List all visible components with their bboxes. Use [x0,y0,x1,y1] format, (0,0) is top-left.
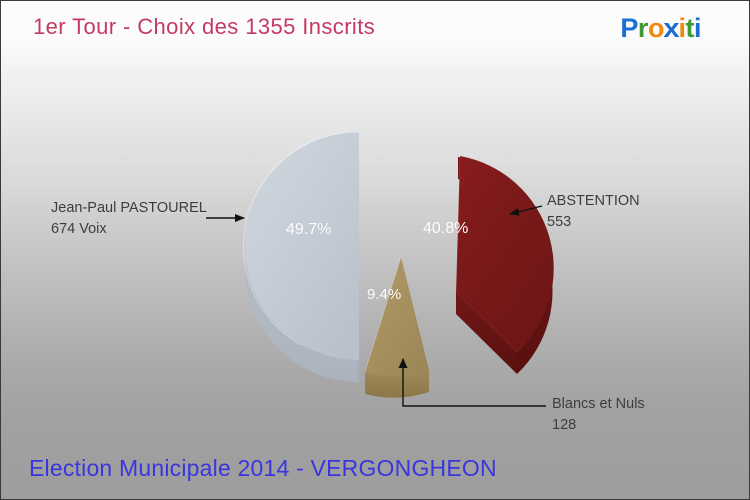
chart-footer: Election Municipale 2014 - VERGONGHEON [29,455,497,481]
pie-slice-abstention[interactable] [455,155,554,374]
page-title: 1er Tour - Choix des 1355 Inscrits [33,14,376,39]
leader-line-abstention [509,205,543,216]
callout-pastourel-name: Jean-Paul PASTOUREL [51,200,207,216]
callout-abstention-name: ABSTENTION [547,193,640,209]
logo-letter-i2: i [693,13,702,43]
callout-blancs-nuls-name: Blancs et Nuls [552,396,645,412]
callout-pastourel: Jean-Paul PASTOUREL 674 Voix [51,198,207,240]
logo-letter-i1: i [678,13,686,43]
callout-abstention: ABSTENTION 553 [547,191,640,233]
pie-slice-pastourel[interactable] [242,131,360,382]
callout-blancs-nuls-value: 128 [552,417,577,433]
callout-blancs-nuls: Blancs et Nuls 128 [552,394,645,436]
logo-letter-p: P [620,13,638,43]
pie-slice-blancs-nuls[interactable] [364,256,429,398]
slice-percent-pastourel: 49.7% [286,221,332,238]
callout-pastourel-value: 674 Voix [51,221,107,237]
logo-letter-o: o [647,13,665,43]
callout-abstention-value: 553 [547,214,572,230]
leader-line-blancs-nuls [398,358,546,407]
logo-letter-r: r [637,13,649,43]
slice-percent-abstention: 40.8% [423,220,469,237]
logo-letter-t: t [685,13,694,43]
slice-percent-blancs-nuls: 9.4% [367,286,402,303]
logo-letter-x: x [663,13,680,43]
proxiti-logo[interactable]: Proxiti [620,13,701,44]
